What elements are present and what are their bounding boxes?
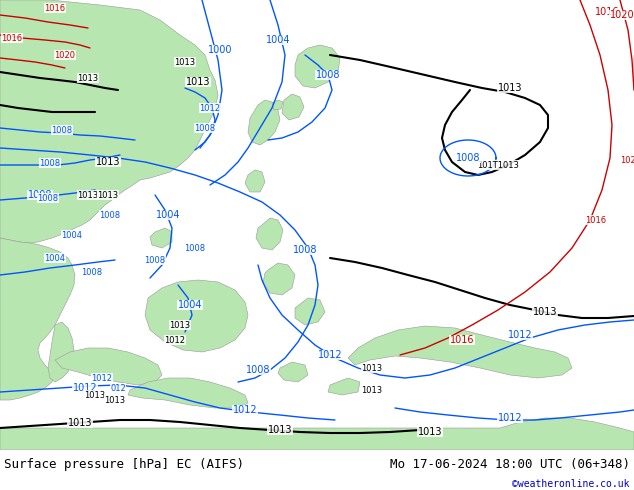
Text: 1008: 1008 xyxy=(293,245,317,255)
Text: 1008: 1008 xyxy=(81,268,103,276)
Polygon shape xyxy=(248,100,280,145)
Text: 1013: 1013 xyxy=(498,83,522,93)
Polygon shape xyxy=(55,348,162,385)
Text: 102: 102 xyxy=(620,155,634,165)
Polygon shape xyxy=(348,326,572,378)
Polygon shape xyxy=(0,418,634,450)
Text: 1020: 1020 xyxy=(610,10,634,20)
Text: 1004: 1004 xyxy=(44,253,65,263)
Text: 1016: 1016 xyxy=(595,7,619,17)
Text: 1013: 1013 xyxy=(418,427,443,437)
Text: 1008: 1008 xyxy=(51,125,72,134)
Text: 1008: 1008 xyxy=(456,153,480,163)
Text: 1004: 1004 xyxy=(61,230,82,240)
Text: 1016: 1016 xyxy=(450,335,474,345)
Text: 1013: 1013 xyxy=(98,191,119,199)
Text: 1013: 1013 xyxy=(361,386,382,394)
Polygon shape xyxy=(245,170,265,192)
Text: 1013: 1013 xyxy=(533,307,557,317)
Polygon shape xyxy=(0,0,218,243)
Text: 1013: 1013 xyxy=(169,320,191,329)
Text: 1012: 1012 xyxy=(200,103,221,113)
Text: 1008: 1008 xyxy=(184,244,205,252)
Text: 1013: 1013 xyxy=(361,364,382,372)
Text: 1008: 1008 xyxy=(28,190,52,200)
Text: 1013: 1013 xyxy=(96,157,120,167)
Text: 012: 012 xyxy=(110,384,126,392)
Polygon shape xyxy=(128,378,248,408)
Text: Surface pressure [hPa] EC (AIFS): Surface pressure [hPa] EC (AIFS) xyxy=(4,458,244,470)
Text: 1012: 1012 xyxy=(233,405,257,415)
Polygon shape xyxy=(256,218,283,250)
Text: 1016: 1016 xyxy=(1,33,23,43)
Polygon shape xyxy=(263,263,295,295)
Text: 1016: 1016 xyxy=(44,3,65,13)
Text: 1000: 1000 xyxy=(208,45,232,55)
Polygon shape xyxy=(295,45,340,88)
Polygon shape xyxy=(278,362,308,382)
Polygon shape xyxy=(150,228,172,248)
Text: 1008: 1008 xyxy=(246,365,270,375)
Text: 1004: 1004 xyxy=(266,35,290,45)
Text: 1013: 1013 xyxy=(77,191,98,199)
Polygon shape xyxy=(282,94,304,120)
Text: 1012: 1012 xyxy=(73,383,97,393)
Text: 1013: 1013 xyxy=(77,74,98,82)
Text: ©weatheronline.co.uk: ©weatheronline.co.uk xyxy=(512,479,630,489)
Text: 1016: 1016 xyxy=(585,216,607,224)
Text: 1004: 1004 xyxy=(156,210,180,220)
Text: 101T1013: 101T1013 xyxy=(477,161,519,170)
Text: 1012: 1012 xyxy=(498,413,522,423)
Polygon shape xyxy=(328,378,360,395)
Text: 1013: 1013 xyxy=(105,395,126,405)
Text: 1013: 1013 xyxy=(68,418,93,428)
Text: 1013: 1013 xyxy=(186,77,210,87)
Text: 1008: 1008 xyxy=(145,255,165,265)
Polygon shape xyxy=(295,298,325,325)
Text: Mo 17-06-2024 18:00 UTC (06+348): Mo 17-06-2024 18:00 UTC (06+348) xyxy=(390,458,630,470)
Text: 1008: 1008 xyxy=(195,123,216,132)
Text: 1013: 1013 xyxy=(84,391,106,399)
Text: 1012: 1012 xyxy=(91,373,112,383)
Text: 1012: 1012 xyxy=(164,336,186,344)
Text: 1008: 1008 xyxy=(100,211,120,220)
Text: 1013: 1013 xyxy=(268,425,292,435)
Text: 1020: 1020 xyxy=(55,50,75,59)
Text: 1008: 1008 xyxy=(39,158,61,168)
Text: 1008: 1008 xyxy=(316,70,340,80)
Polygon shape xyxy=(272,100,283,110)
Text: 1004: 1004 xyxy=(178,300,202,310)
Polygon shape xyxy=(145,280,248,352)
Text: 1012: 1012 xyxy=(508,330,533,340)
Polygon shape xyxy=(48,322,74,382)
Text: 1013: 1013 xyxy=(174,57,195,67)
Polygon shape xyxy=(0,238,75,400)
Text: 1012: 1012 xyxy=(318,350,342,360)
Text: 1008: 1008 xyxy=(37,194,58,202)
